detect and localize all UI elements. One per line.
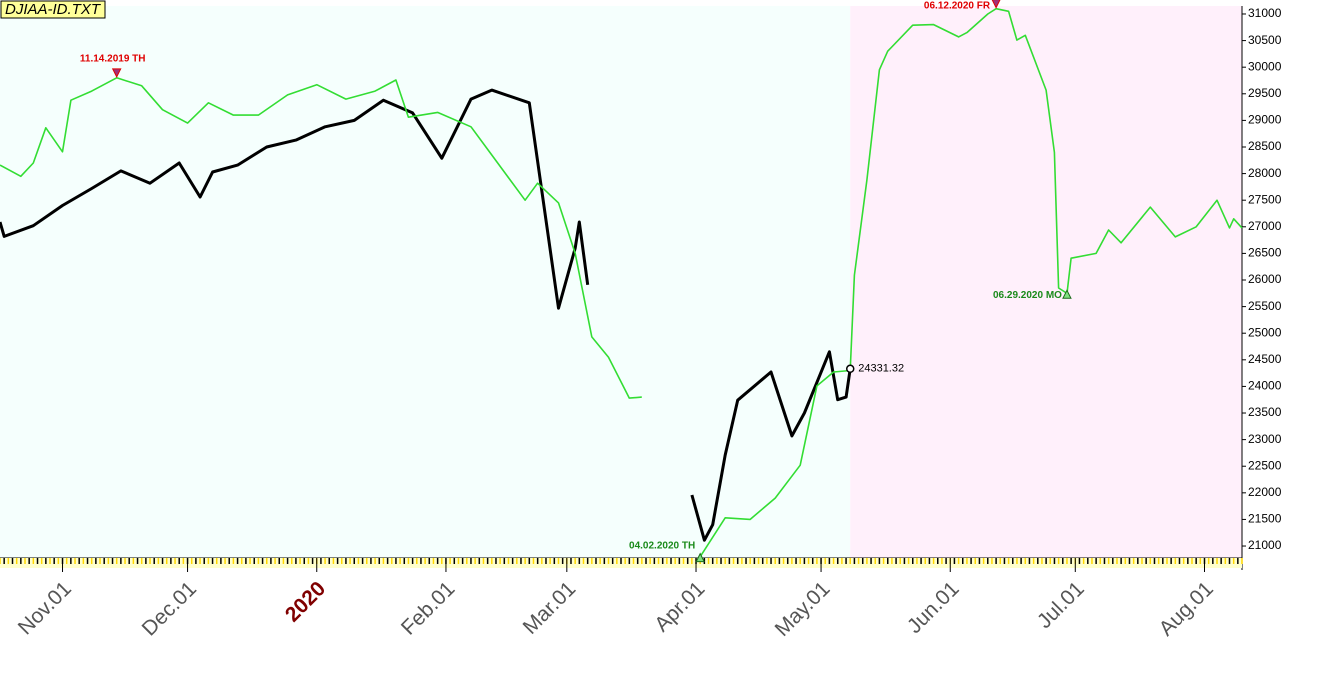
series-line <box>0 7 1243 558</box>
y-tick-label: 29000 <box>1248 113 1282 127</box>
plot-background <box>0 6 1242 558</box>
series-line <box>0 88 852 542</box>
last-value-label: 24331.32 <box>858 363 904 375</box>
annotation-label: 06.29.2020 MO <box>993 290 1062 301</box>
x-tick-label: Feb.01 <box>397 577 460 640</box>
x-tick-label: Nov.01 <box>14 577 76 639</box>
shaded-region <box>850 6 1242 558</box>
annotation-marker <box>991 0 1001 9</box>
y-tick-label: 24000 <box>1248 379 1282 393</box>
y-tick-label: 25000 <box>1248 325 1282 339</box>
annotation-marker <box>111 68 122 78</box>
x-tick-label: Jun.01 <box>903 577 964 638</box>
y-tick-label: 25500 <box>1248 299 1282 313</box>
chart-title: DJIAA-ID.TXT <box>5 1 102 18</box>
y-tick-label: 28000 <box>1248 166 1282 180</box>
annotation-label: 04.02.2020 TH <box>629 540 695 551</box>
x-tick-label: May.01 <box>771 577 835 641</box>
y-tick-label: 31000 <box>1248 6 1282 20</box>
shaded-region <box>0 6 851 558</box>
y-tick-label: 30000 <box>1248 59 1282 73</box>
annotation-marker <box>695 552 705 563</box>
x-tick-label: Jul.01 <box>1033 577 1089 633</box>
y-tick-label: 27000 <box>1248 219 1282 233</box>
y-tick-label: 26000 <box>1248 272 1282 286</box>
y-tick-label: 29500 <box>1248 86 1282 100</box>
x-tick-label: Aug.01 <box>1155 577 1218 640</box>
x-tick-label: Mar.01 <box>519 577 581 639</box>
x-tick-label: 2020 <box>281 577 330 626</box>
x-tick-label: Dec.01 <box>138 577 201 640</box>
y-tick-label: 22000 <box>1248 485 1282 499</box>
y-tick-label: 30500 <box>1248 33 1282 47</box>
y-tick-label: 23500 <box>1248 405 1282 419</box>
y-tick-label: 22500 <box>1248 458 1282 472</box>
annotation-marker <box>1062 289 1072 299</box>
title-box <box>0 0 106 19</box>
y-tick-label: 21000 <box>1248 538 1282 552</box>
last-value-marker <box>845 364 855 374</box>
y-tick-label: 26500 <box>1248 246 1282 260</box>
annotation-label: 11.14.2019 TH <box>80 53 146 64</box>
y-tick-label: 28500 <box>1248 139 1282 153</box>
y-tick-label: 24500 <box>1248 352 1282 366</box>
y-tick-label: 21500 <box>1248 512 1282 526</box>
annotation-label: 06.12.2020 FR <box>924 0 991 11</box>
y-tick-label: 27500 <box>1248 192 1282 206</box>
x-tick-label: Apr.01 <box>650 577 709 636</box>
y-tick-label: 23000 <box>1248 432 1282 446</box>
